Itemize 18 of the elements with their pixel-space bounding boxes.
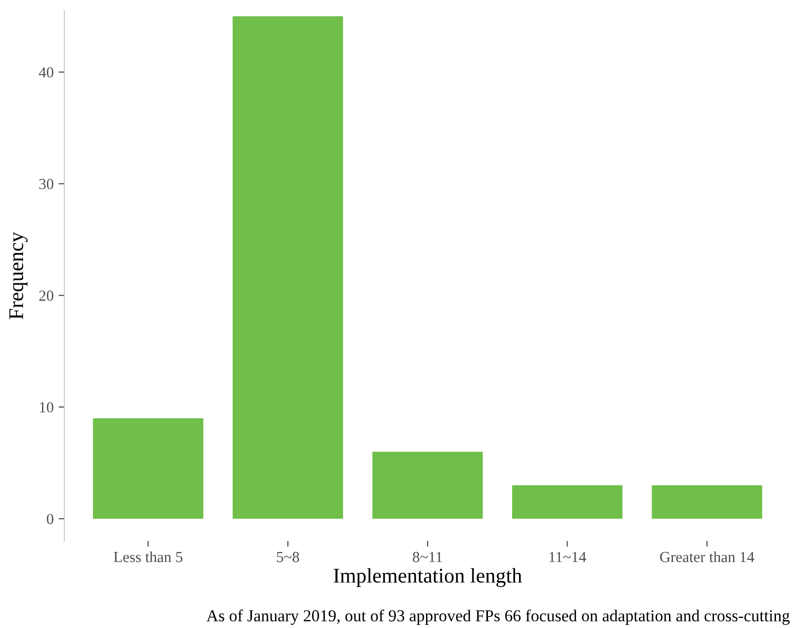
bar [512,485,622,519]
y-tick-label: 10 [40,402,54,412]
bar [232,16,344,519]
x-tick-label: 11~14 [550,552,586,562]
y-tick-label: 30 [39,178,54,190]
y-tick-label: 40 [38,67,54,78]
y-axis-title: Frequency [9,232,28,320]
y-tick-label: 0 [46,514,54,524]
x-tick-label: 5~8 [276,552,300,562]
y-tick-label: 20 [39,290,54,301]
x-tick-label: 8~11 [412,552,442,562]
x-tick-label: Less than 5 [114,551,182,562]
bar [372,452,483,519]
x-axis-title: Implementation length [334,568,522,588]
bar [92,418,204,519]
x-tick-label: Greater than 14 [660,551,754,562]
bar [652,485,762,519]
text: As of January 2019, out of 93 approved FPs 66 focused on adaptation and cross-cutting [206,610,790,625]
